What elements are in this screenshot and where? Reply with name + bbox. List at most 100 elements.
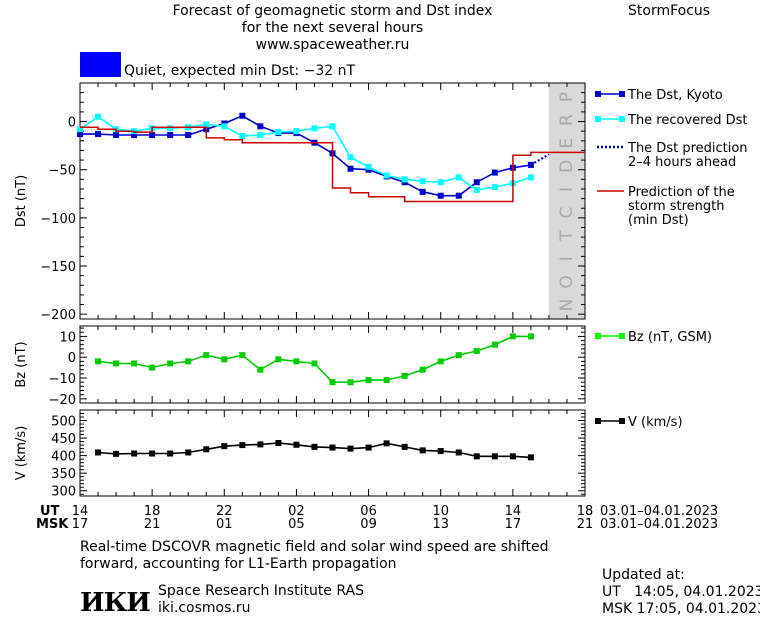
bz-y-tick-label: −10 bbox=[49, 372, 76, 387]
v-data-point bbox=[473, 453, 480, 460]
dst-data-point bbox=[455, 174, 462, 181]
v-data-point bbox=[131, 450, 138, 457]
dst-data-point bbox=[491, 169, 498, 176]
institute-url[interactable]: iki.cosmos.ru bbox=[158, 600, 251, 616]
dst-data-point bbox=[149, 132, 156, 139]
legend-entry-label: The Dst, Kyoto bbox=[627, 88, 723, 103]
v-data-point bbox=[329, 444, 336, 451]
status-text: Quiet, expected min Dst: −32 nT bbox=[124, 63, 356, 79]
bz-data-point bbox=[455, 352, 462, 359]
v-data-point bbox=[401, 443, 408, 450]
dst-data-point bbox=[419, 178, 426, 185]
v-data-point bbox=[509, 453, 516, 460]
v-data-point bbox=[95, 449, 102, 456]
dst-data-point bbox=[239, 112, 246, 119]
dst-data-point bbox=[257, 132, 264, 139]
updated-msk: MSK 17:05, 04.01.2023 bbox=[602, 601, 760, 617]
dst-data-point bbox=[95, 131, 102, 138]
dst-data-point bbox=[95, 113, 102, 120]
prediction-band-letter: D bbox=[557, 160, 577, 173]
v-data-point bbox=[311, 443, 318, 450]
v-y-tick-label: 300 bbox=[51, 485, 76, 500]
bz-y-tick-label: 10 bbox=[59, 330, 76, 345]
dst-data-point bbox=[347, 154, 354, 161]
dst-series-line bbox=[80, 114, 532, 197]
x-tick-label-msk: 01 bbox=[216, 517, 233, 532]
dst-data-point bbox=[491, 184, 498, 191]
x-tick-label-ut: 14 bbox=[505, 504, 522, 519]
legend-entry-label: (min Dst) bbox=[628, 213, 689, 228]
institute-name: Space Research Institute RAS bbox=[158, 583, 364, 599]
legend-entry-label: Bz (nT, GSM) bbox=[628, 330, 712, 345]
x-tick-label-msk: 17 bbox=[505, 517, 522, 532]
dst-data-point bbox=[311, 125, 318, 132]
dst-data-point bbox=[473, 179, 480, 186]
x-tick-label-ut: 22 bbox=[216, 504, 233, 519]
dst-data-point bbox=[167, 132, 174, 139]
dst-y-tick-label: −50 bbox=[49, 164, 76, 179]
v-data-point bbox=[203, 446, 210, 453]
v-data-point bbox=[113, 450, 120, 457]
v-y-tick-label: 400 bbox=[51, 450, 76, 465]
bz-y-tick-label: 0 bbox=[68, 351, 76, 366]
legend-entry-label: The Dst prediction bbox=[627, 141, 748, 156]
x-axis-ut-label: UT bbox=[40, 504, 60, 519]
prediction-band-letter: E bbox=[557, 138, 577, 149]
x-tick-label-ut: 18 bbox=[144, 504, 161, 519]
footer-note-line1: Real-time DSCOVR magnetic field and sola… bbox=[80, 539, 549, 555]
dst-y-axis-label: Dst (nT) bbox=[14, 175, 29, 227]
x-tick-label-msk: 13 bbox=[432, 517, 449, 532]
x-tick-label-msk: 21 bbox=[144, 517, 161, 532]
v-y-tick-label: 450 bbox=[51, 432, 76, 447]
v-data-point bbox=[221, 443, 228, 450]
dst-y-tick-label: −100 bbox=[40, 212, 76, 227]
v-y-tick-label: 500 bbox=[51, 415, 76, 430]
bz-data-point bbox=[185, 358, 192, 365]
x-tick-label-msk: 21 bbox=[577, 517, 594, 532]
dst-data-point bbox=[329, 123, 336, 130]
dst-y-tick-label: −150 bbox=[40, 260, 76, 275]
legend-swatch-marker bbox=[595, 116, 601, 122]
v-data-point bbox=[347, 445, 354, 452]
dst-data-point bbox=[437, 192, 444, 199]
bz-data-point bbox=[437, 358, 444, 365]
prediction-band-letter: R bbox=[557, 114, 577, 126]
bz-data-point bbox=[113, 360, 120, 367]
prediction-band-letter: P bbox=[557, 92, 577, 102]
bz-data-point bbox=[329, 379, 336, 386]
x-tick-label-ut: 06 bbox=[360, 504, 377, 519]
bz-data-point bbox=[419, 366, 426, 373]
bz-data-point bbox=[509, 333, 516, 340]
dst-data-point bbox=[221, 123, 228, 130]
x-tick-label-ut: 02 bbox=[288, 504, 305, 519]
chart-title-line2: for the next several hours bbox=[241, 20, 424, 36]
bz-data-point bbox=[257, 366, 264, 373]
x-tick-label-msk: 09 bbox=[360, 517, 377, 532]
v-data-point bbox=[257, 441, 264, 448]
prediction-band-letter: T bbox=[557, 230, 577, 242]
v-data-point bbox=[419, 447, 426, 454]
bz-data-point bbox=[203, 352, 210, 359]
dst-data-point bbox=[77, 131, 83, 138]
x-axis-msk-range: 03.01–04.01.2023 bbox=[600, 517, 718, 532]
bz-data-point bbox=[275, 356, 282, 363]
x-tick-label-ut: 14 bbox=[72, 504, 89, 519]
v-data-point bbox=[383, 440, 390, 447]
x-axis-ut-range: 03.01–04.01.2023 bbox=[600, 504, 718, 519]
v-data-point bbox=[527, 454, 534, 461]
bz-y-axis-label: Bz (nT) bbox=[14, 341, 29, 387]
bz-data-point bbox=[401, 372, 408, 379]
bz-data-point bbox=[239, 352, 246, 359]
brand-name: StormFocus bbox=[628, 3, 711, 19]
bz-data-point bbox=[95, 358, 102, 365]
legend-entry-label: V (km/s) bbox=[628, 415, 683, 430]
v-data-point bbox=[149, 450, 156, 457]
dst-y-tick-label: 0 bbox=[68, 116, 76, 131]
site-url[interactable]: www.spaceweather.ru bbox=[255, 37, 410, 53]
dst-data-point bbox=[77, 126, 83, 133]
dst-data-point bbox=[257, 123, 264, 130]
prediction-band bbox=[548, 83, 585, 319]
bz-series-line bbox=[97, 335, 531, 384]
prediction-band-letter: C bbox=[557, 207, 577, 219]
